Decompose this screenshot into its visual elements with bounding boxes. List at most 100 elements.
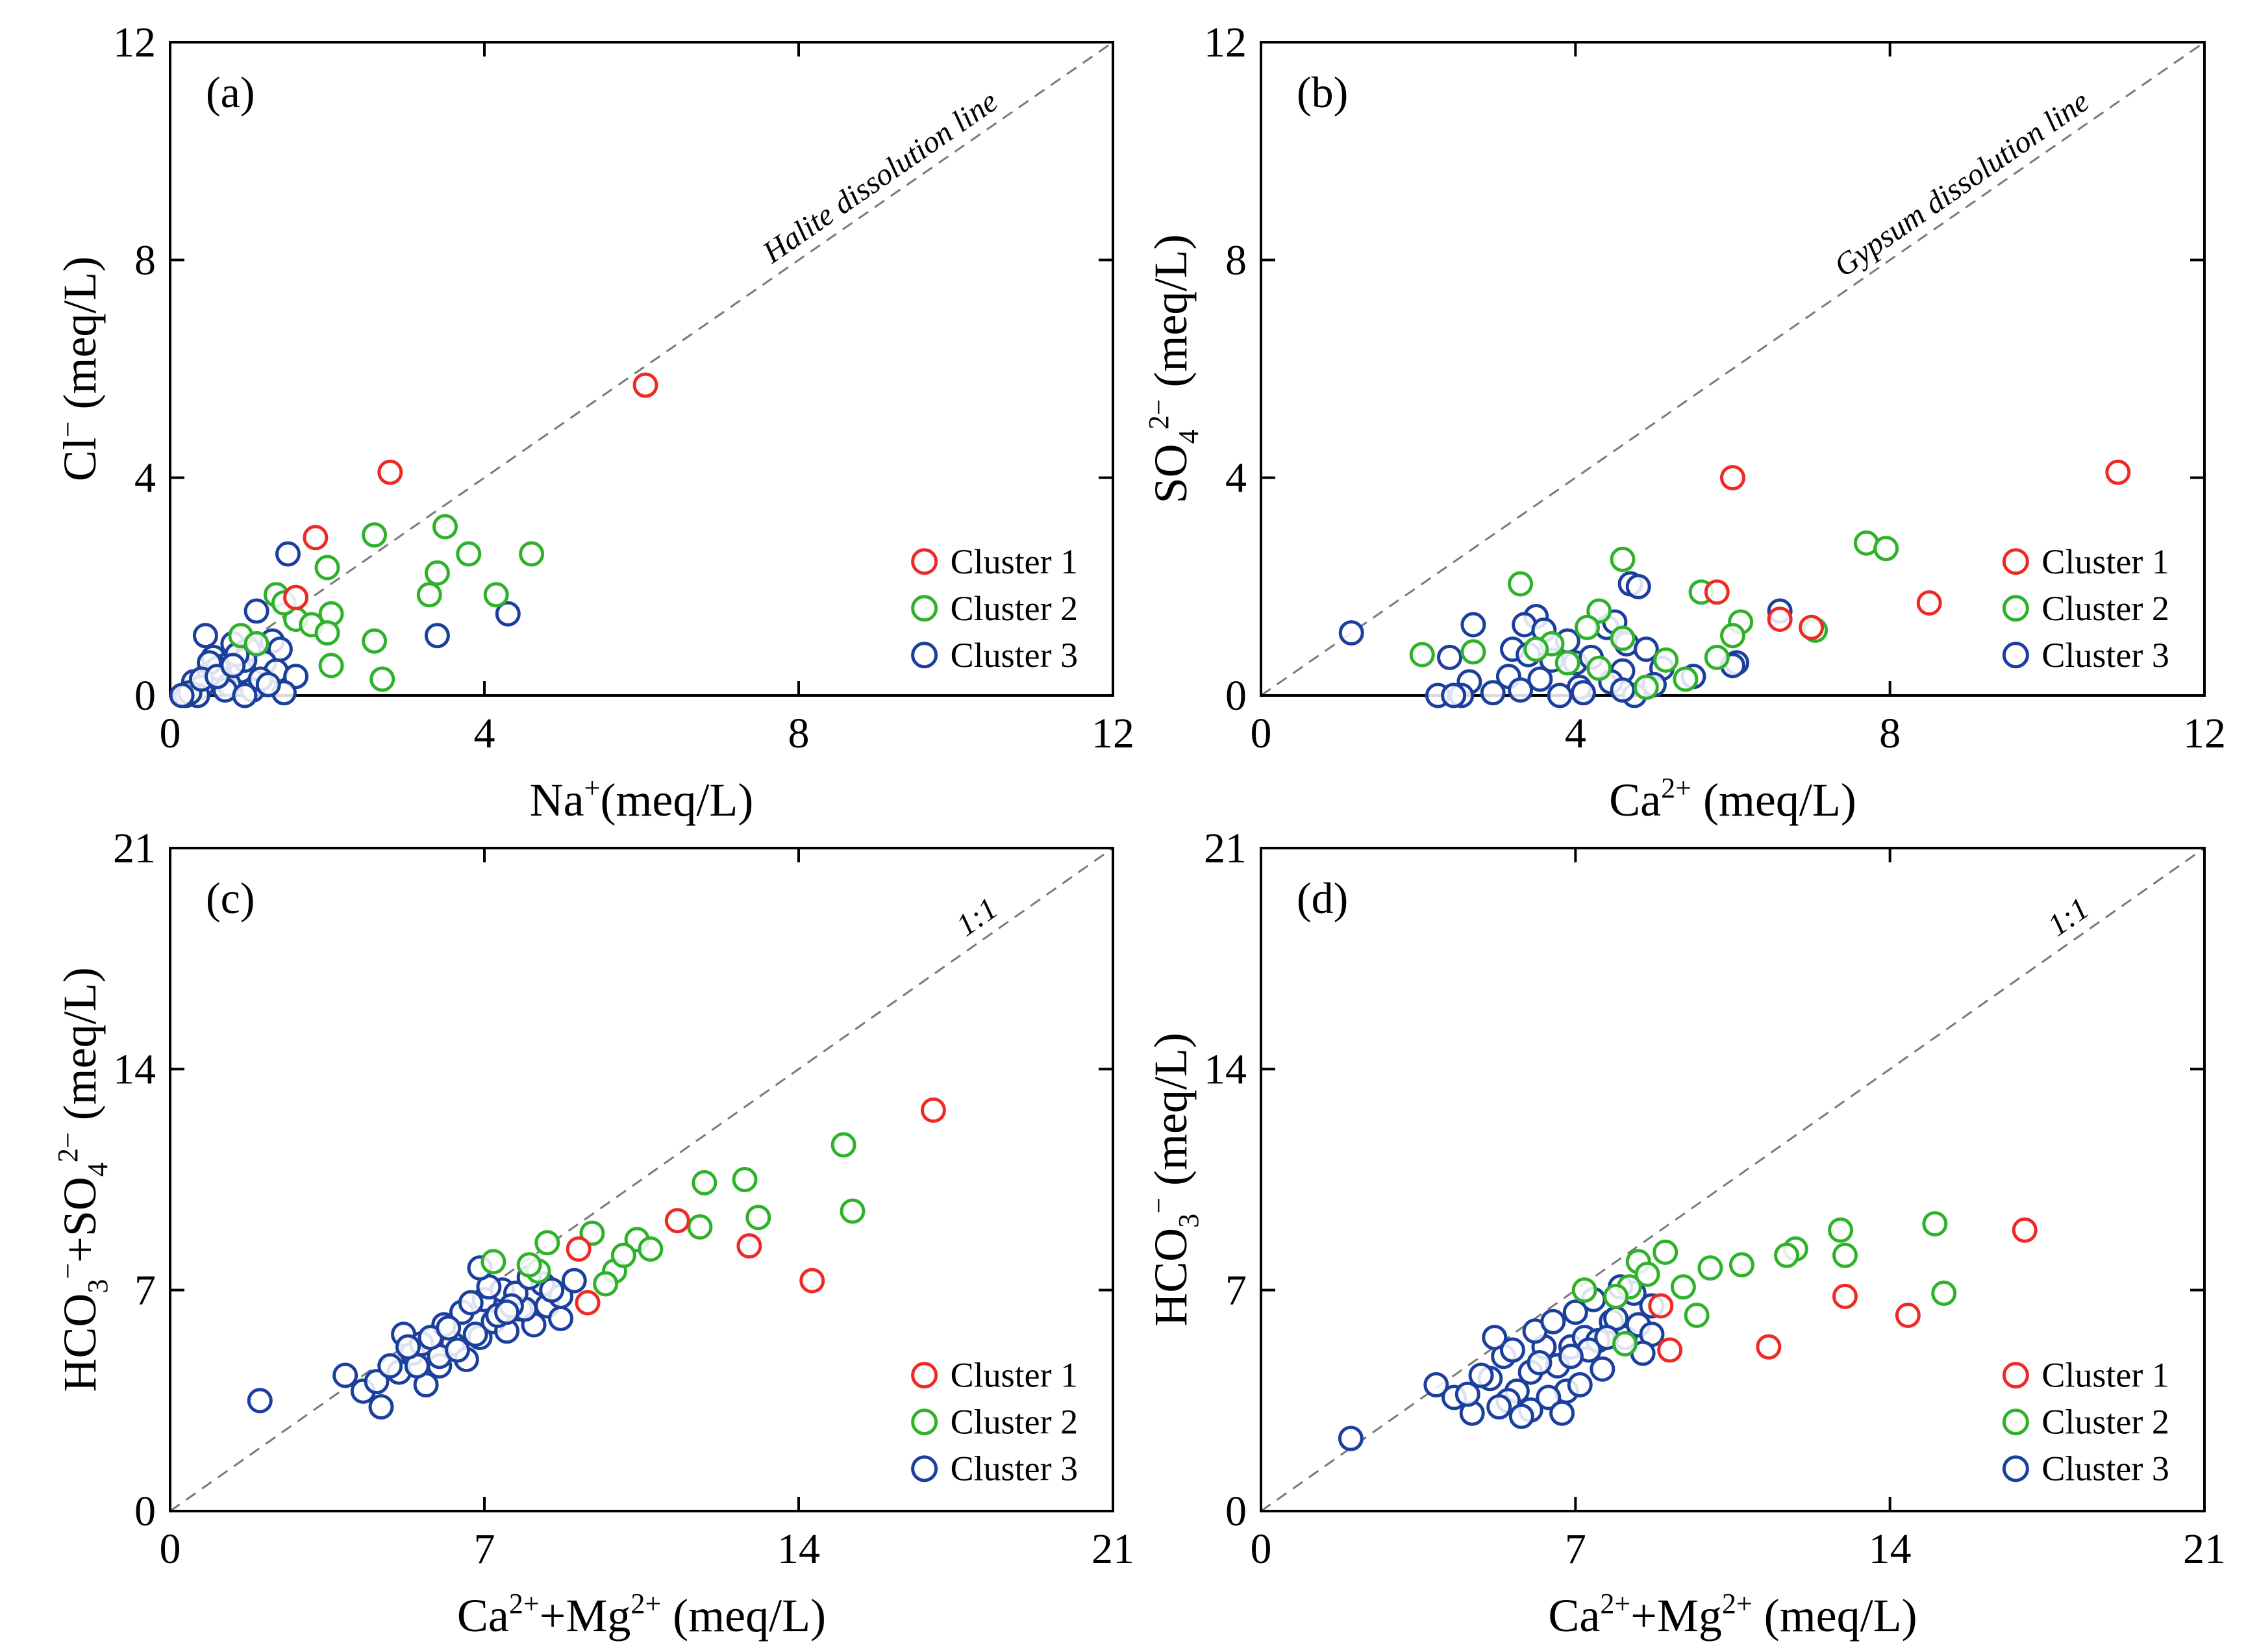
data-point-cluster-3 bbox=[1508, 1403, 1534, 1429]
data-point-cluster-2 bbox=[243, 631, 269, 657]
legend-label-cluster-1: Cluster 1 bbox=[951, 1356, 1079, 1395]
data-point-cluster-2 bbox=[318, 653, 344, 679]
data-point-cluster-2 bbox=[840, 1198, 866, 1224]
x-label-main2: +Mg bbox=[1630, 1590, 1722, 1642]
y-label-main: Cl bbox=[54, 437, 106, 481]
data-point-cluster-3 bbox=[1610, 677, 1636, 703]
y-tick-label: 0 bbox=[1225, 1488, 1247, 1535]
series-cluster-1 bbox=[566, 1097, 946, 1316]
legend-label-cluster-2: Cluster 2 bbox=[951, 1403, 1079, 1442]
x-tick-label: 7 bbox=[474, 1525, 495, 1573]
legend-label-cluster-2: Cluster 2 bbox=[951, 589, 1079, 628]
data-point-cluster-3 bbox=[1486, 1394, 1512, 1420]
x-tick-label: 12 bbox=[1092, 710, 1134, 757]
data-point-cluster-3 bbox=[1540, 1308, 1566, 1334]
data-point-cluster-3 bbox=[377, 1353, 403, 1379]
data-point-cluster-2 bbox=[1828, 1217, 1854, 1243]
y-label-sub: 4 bbox=[1173, 429, 1204, 444]
data-point-cluster-1 bbox=[664, 1208, 690, 1234]
data-point-cluster-2 bbox=[593, 1271, 619, 1297]
legend-marker-cluster-3 bbox=[911, 642, 938, 669]
legend-marker-cluster-3 bbox=[911, 1455, 938, 1483]
legend-label-cluster-3: Cluster 3 bbox=[951, 1449, 1079, 1488]
legend-marker-cluster-1 bbox=[2002, 1362, 2029, 1389]
data-point-cluster-3 bbox=[462, 1321, 488, 1347]
data-point-cluster-2 bbox=[745, 1205, 771, 1231]
x-tick-label: 14 bbox=[777, 1525, 820, 1573]
x-label-sup2: 2+ bbox=[630, 1588, 661, 1620]
data-point-cluster-3 bbox=[247, 1388, 273, 1414]
data-point-cluster-3 bbox=[169, 682, 195, 708]
y-label-unit: (meq/L) bbox=[1145, 234, 1197, 399]
data-point-cluster-3 bbox=[495, 601, 521, 627]
y-tick-label: 7 bbox=[134, 1267, 156, 1314]
x-label-sup: 2+ bbox=[509, 1588, 540, 1620]
x-label-unit: (meq/L) bbox=[1753, 1590, 1917, 1642]
legend-marker-cluster-2 bbox=[2002, 595, 2029, 622]
data-point-cluster-3 bbox=[232, 682, 258, 708]
data-point-cluster-1 bbox=[2105, 459, 2131, 485]
data-point-cluster-2 bbox=[1612, 1331, 1638, 1357]
x-axis-label: Ca2++Mg2+ (meq/L) bbox=[1548, 1588, 1917, 1642]
data-point-cluster-3 bbox=[539, 1277, 565, 1303]
legend: Cluster 1 Cluster 2 Cluster 3 bbox=[911, 1356, 1079, 1488]
y-label-main2: +SO bbox=[54, 1177, 106, 1263]
x-axis-label: Na+(meq/L) bbox=[530, 772, 754, 826]
y-tick-label: 4 bbox=[1225, 455, 1247, 502]
data-point-cluster-3 bbox=[494, 1299, 520, 1325]
x-tick-label: 0 bbox=[160, 710, 181, 757]
data-point-cluster-2 bbox=[369, 666, 395, 692]
data-point-cluster-3 bbox=[395, 1334, 421, 1360]
data-point-cluster-3 bbox=[445, 1337, 471, 1363]
x-tick-label: 4 bbox=[474, 710, 495, 757]
data-point-cluster-1 bbox=[283, 584, 309, 610]
legend-label-cluster-1: Cluster 1 bbox=[951, 542, 1079, 581]
data-point-cluster-1 bbox=[1895, 1303, 1921, 1329]
y-tick-label: 7 bbox=[1225, 1267, 1247, 1314]
data-point-cluster-3 bbox=[1567, 1372, 1593, 1398]
data-point-cluster-3 bbox=[424, 623, 450, 649]
data-point-cluster-2 bbox=[1673, 666, 1699, 692]
y-tick-label: 0 bbox=[134, 1488, 156, 1535]
x-label-sup: 2+ bbox=[1661, 772, 1691, 804]
x-label-main: Ca bbox=[1548, 1590, 1600, 1642]
plot-frame bbox=[169, 847, 1114, 1512]
legend-marker-cluster-2 bbox=[2002, 1408, 2029, 1436]
y-tick-label: 12 bbox=[1204, 19, 1247, 66]
data-point-cluster-2 bbox=[1728, 1252, 1754, 1278]
dissolution-line-label: Halite dissolution line bbox=[756, 84, 1004, 270]
data-point-cluster-3 bbox=[1480, 680, 1506, 706]
legend-label-cluster-3: Cluster 3 bbox=[2041, 1449, 2169, 1488]
y-tick-label: 14 bbox=[1204, 1045, 1247, 1093]
data-point-cluster-2 bbox=[1634, 1261, 1660, 1287]
data-point-cluster-3 bbox=[1454, 1381, 1480, 1407]
legend-label-cluster-2: Cluster 2 bbox=[2041, 589, 2169, 628]
data-point-cluster-2 bbox=[1704, 644, 1730, 670]
data-point-cluster-2 bbox=[732, 1167, 758, 1192]
y-label-main: HCO bbox=[1145, 1228, 1197, 1327]
data-point-cluster-2 bbox=[1931, 1281, 1957, 1307]
data-point-cluster-1 bbox=[1916, 590, 1942, 616]
x-label-main2: +Mg bbox=[540, 1590, 631, 1642]
data-point-cluster-2 bbox=[314, 620, 340, 646]
data-point-cluster-2 bbox=[416, 582, 442, 608]
y-label-sup: − bbox=[52, 1263, 84, 1279]
data-point-cluster-2 bbox=[519, 541, 545, 567]
data-point-cluster-3 bbox=[255, 671, 281, 697]
y-label-unit: (meq/L) bbox=[54, 257, 106, 421]
data-point-cluster-2 bbox=[456, 541, 482, 567]
data-point-cluster-3 bbox=[1536, 1384, 1562, 1410]
legend-marker-cluster-3 bbox=[2002, 1455, 2029, 1483]
y-label-unit: (meq/L) bbox=[1145, 1032, 1197, 1197]
data-point-cluster-1 bbox=[575, 1290, 601, 1316]
data-point-cluster-3 bbox=[1508, 677, 1534, 703]
data-point-cluster-2 bbox=[830, 1132, 856, 1158]
panel-letter: (c) bbox=[206, 873, 255, 923]
data-point-cluster-2 bbox=[480, 1249, 506, 1275]
data-point-cluster-2 bbox=[1684, 1303, 1710, 1329]
data-point-cluster-2 bbox=[1720, 623, 1745, 649]
data-point-cluster-3 bbox=[1441, 682, 1467, 708]
data-point-cluster-1 bbox=[303, 525, 329, 551]
data-point-cluster-3 bbox=[436, 1315, 462, 1341]
data-point-cluster-2 bbox=[1873, 536, 1899, 562]
